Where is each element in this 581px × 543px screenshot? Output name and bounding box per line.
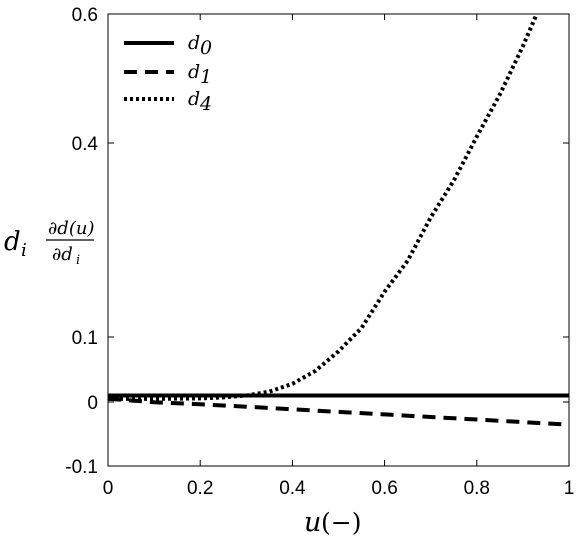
y-label-denominator-subscript: i xyxy=(76,253,80,268)
legend-label-d0: d xyxy=(188,32,200,54)
x-label-var: u xyxy=(304,507,321,538)
plot-area xyxy=(107,13,570,467)
x-tick-label: 0.6 xyxy=(371,478,397,499)
y-tick-label: 0.6 xyxy=(72,5,98,26)
y-tick-label: 0.4 xyxy=(72,134,99,155)
x-tick-label: 0.8 xyxy=(464,478,490,499)
x-tick-label: 0.2 xyxy=(187,478,213,499)
axes-layer: 0 0.2 0.4 0.6 0.8 1-0.100.10.40.6 xyxy=(65,5,574,499)
x-tick-label: 0.4 xyxy=(279,478,306,499)
legend-label-d4: d xyxy=(188,88,200,110)
y-tick-label: 0.1 xyxy=(72,328,98,349)
legend: d 0 d 1 d 4 xyxy=(124,32,212,115)
y-label-denominator: ∂d xyxy=(52,244,73,265)
y-axis-label: d i ∂d(u) ∂d i xyxy=(4,218,94,268)
x-axis-label: u (−) xyxy=(304,507,361,538)
legend-sub-d1: 1 xyxy=(200,66,212,88)
legend-sub-d0: 0 xyxy=(200,37,212,59)
y-label-d: d xyxy=(4,227,21,257)
series-line-d4 xyxy=(107,13,539,401)
x-tick-label: 0 xyxy=(103,478,114,499)
series-line-d1 xyxy=(107,396,570,427)
y-label-subscript: i xyxy=(21,240,27,261)
legend-sub-d4: 4 xyxy=(199,93,212,115)
y-tick-label: -0.1 xyxy=(65,457,98,478)
y-tick-label: 0 xyxy=(87,393,98,414)
plot-frame xyxy=(107,13,570,467)
x-label-unit: (−) xyxy=(321,508,361,537)
series-layer xyxy=(107,13,570,427)
legend-label-d1: d xyxy=(188,61,200,83)
y-label-numerator: ∂d(u) xyxy=(48,218,94,239)
x-tick-label: 1 xyxy=(564,478,575,499)
